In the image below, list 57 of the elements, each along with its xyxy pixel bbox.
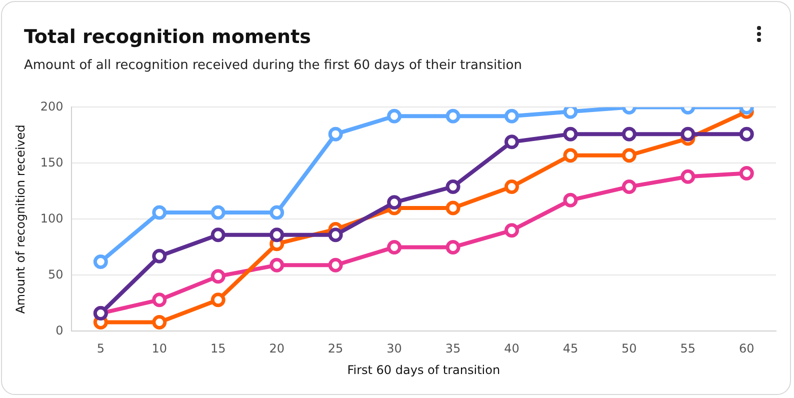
x-axis-title: First 60 days of transition: [347, 362, 500, 377]
point: [328, 258, 343, 272]
x-tick-label: 25: [328, 342, 344, 356]
point: [387, 195, 402, 210]
point: [504, 179, 519, 194]
point: [210, 205, 226, 220]
point: [152, 292, 167, 308]
point: [152, 248, 167, 264]
point: [210, 292, 226, 308]
point: [622, 126, 636, 142]
y-tick-label: 100: [40, 211, 64, 226]
point: [270, 205, 284, 220]
y-tick-label: 150: [40, 155, 64, 170]
x-tick-label: 35: [445, 342, 461, 356]
point: [504, 134, 519, 150]
point: [446, 200, 460, 216]
point: [504, 108, 519, 124]
point: [270, 228, 284, 242]
point: [93, 254, 108, 270]
point: [622, 148, 636, 163]
chart-subtitle: Amount of all recognition received during the first 60 days of their transition: [24, 58, 522, 73]
point: [270, 258, 284, 272]
x-tick-label: 20: [269, 342, 284, 356]
y-tick-label: 50: [48, 267, 64, 282]
point: [446, 179, 460, 194]
point: [446, 240, 460, 254]
point: [504, 223, 519, 238]
point: [563, 192, 578, 208]
point: [210, 269, 226, 284]
y-tick-label: 200: [40, 99, 64, 114]
x-tick-label: 5: [96, 342, 104, 356]
point: [563, 126, 578, 142]
point: [328, 126, 343, 142]
point: [622, 179, 636, 194]
x-tick-label: 10: [152, 342, 168, 356]
point: [152, 205, 167, 220]
y-tick-label: 0: [56, 323, 64, 338]
point: [328, 228, 343, 242]
point: [210, 228, 226, 242]
point: [387, 108, 402, 124]
point: [739, 126, 754, 142]
point: [680, 126, 696, 142]
point: [446, 108, 460, 124]
x-tick-label: 60: [738, 342, 754, 356]
point: [680, 169, 696, 184]
point: [739, 166, 754, 181]
x-tick-label: 45: [562, 342, 578, 356]
x-tick-label: 40: [504, 342, 520, 356]
y-axis-title: Amount of recognition received: [13, 124, 28, 314]
x-tick-label: 50: [622, 342, 637, 356]
point: [152, 314, 167, 330]
chart-title: Total recognition moments: [24, 26, 311, 48]
x-tick-label: 55: [680, 342, 696, 356]
x-tick-label: 15: [210, 342, 226, 356]
point: [563, 148, 578, 163]
x-tick-label: 30: [386, 342, 402, 356]
point: [387, 240, 402, 254]
